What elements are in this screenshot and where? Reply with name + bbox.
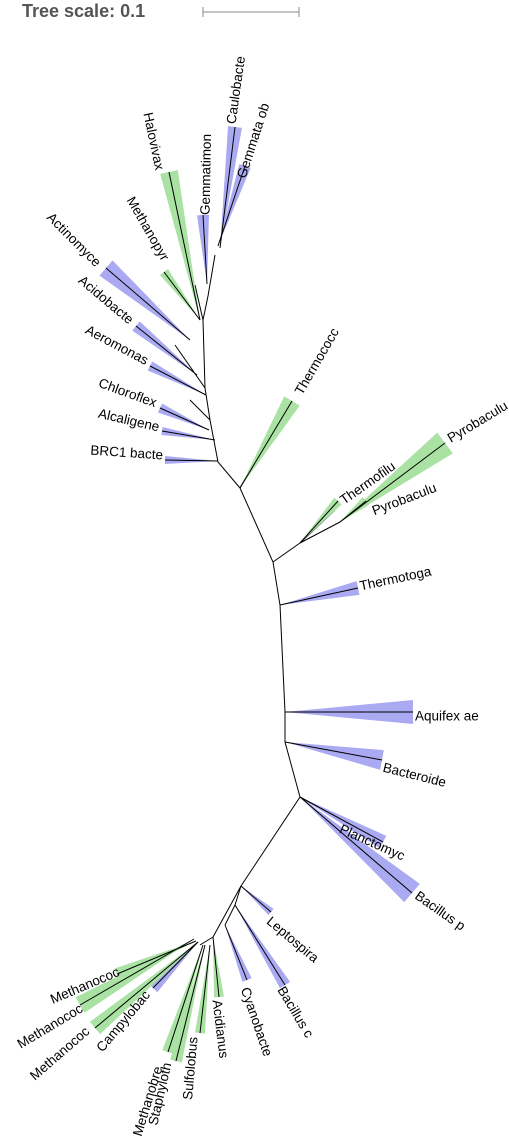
leaf-branch bbox=[159, 407, 210, 431]
leaf-branch bbox=[149, 365, 207, 396]
clade-wedge bbox=[280, 581, 360, 605]
leaf-branch bbox=[339, 442, 446, 523]
leaf-label: Bacillus p bbox=[412, 888, 468, 933]
leaf-branch bbox=[299, 500, 339, 544]
leaf-branch bbox=[175, 944, 206, 1062]
clade-wedge bbox=[340, 432, 453, 522]
leaf-branch bbox=[199, 944, 211, 1034]
leaf-branches bbox=[79, 126, 446, 1062]
clade-wedge bbox=[213, 937, 224, 998]
leaf-label: Acidianus bbox=[209, 999, 231, 1059]
leaf-label: Aquifex ae bbox=[415, 709, 479, 724]
leaf-label: Bacteroide bbox=[381, 760, 447, 790]
leaf-branch bbox=[212, 936, 220, 998]
clade-wedge bbox=[162, 945, 203, 1054]
leaf-label: Caulobacte bbox=[224, 55, 248, 125]
leaf-branch bbox=[135, 325, 198, 376]
leaf-branch bbox=[167, 944, 204, 1053]
leaf-label: Cyanobacte bbox=[238, 985, 276, 1058]
clade-wedge bbox=[75, 939, 194, 1013]
leaf-label: Pyrobaculu bbox=[445, 398, 509, 446]
clade-wedge bbox=[240, 396, 300, 488]
clade-wedge bbox=[157, 403, 209, 430]
leaf-branch bbox=[279, 587, 359, 606]
leaf-label: Bacillus c bbox=[274, 984, 316, 1041]
clade-wedge bbox=[218, 164, 251, 246]
leaf-label: Chloroflex bbox=[97, 375, 159, 410]
clade-wedges bbox=[75, 126, 453, 1063]
leaf-label: Thermococc bbox=[292, 325, 342, 397]
leaf-branch bbox=[299, 796, 413, 894]
leaf-branch bbox=[164, 459, 219, 462]
leaf-branch bbox=[202, 214, 208, 285]
leaf-branch bbox=[217, 165, 246, 247]
leaf-label: Alcaligene bbox=[97, 406, 161, 435]
clade-wedge bbox=[161, 427, 215, 440]
leaf-branch bbox=[116, 940, 197, 975]
leaf-label: Thermotoga bbox=[358, 564, 433, 594]
leaf-branch bbox=[79, 938, 195, 1006]
leaf-branch bbox=[240, 885, 272, 913]
leaf-label: Methanopyr bbox=[124, 194, 173, 264]
clade-wedge bbox=[147, 361, 206, 395]
leaf-label: Actinomyce bbox=[44, 210, 104, 270]
leaf-branch bbox=[224, 924, 248, 981]
leaf-label: Sulfolobus bbox=[180, 1036, 200, 1100]
leaf-branch bbox=[161, 430, 216, 441]
leaf-branch bbox=[234, 904, 286, 986]
leaf-label: Gemmatimon bbox=[198, 134, 214, 215]
leaf-branch bbox=[339, 500, 367, 523]
clade-wedge bbox=[195, 945, 210, 1034]
leaf-branch bbox=[152, 941, 199, 989]
leaf-label: BRC1 bacte bbox=[90, 443, 164, 463]
leaf-branch bbox=[163, 271, 201, 321]
clade-wedge bbox=[285, 742, 384, 770]
leaf-branch bbox=[239, 400, 293, 489]
leaf-branch bbox=[105, 267, 191, 341]
clade-wedge bbox=[197, 214, 209, 284]
leaf-branch bbox=[299, 796, 384, 843]
tree-scale-title: Tree scale: 0.1 bbox=[22, 1, 145, 21]
clade-wedge bbox=[225, 925, 252, 982]
leaf-branch bbox=[168, 171, 201, 321]
clade-wedge bbox=[300, 797, 387, 849]
leaf-branch bbox=[94, 941, 199, 1029]
clade-wedge bbox=[235, 905, 291, 989]
clade-wedge bbox=[160, 170, 200, 320]
leaf-branch bbox=[219, 126, 236, 249]
leaf-branch bbox=[284, 741, 383, 761]
tree-scale-bar bbox=[202, 7, 300, 17]
leaf-label: Halovivax bbox=[140, 111, 167, 172]
